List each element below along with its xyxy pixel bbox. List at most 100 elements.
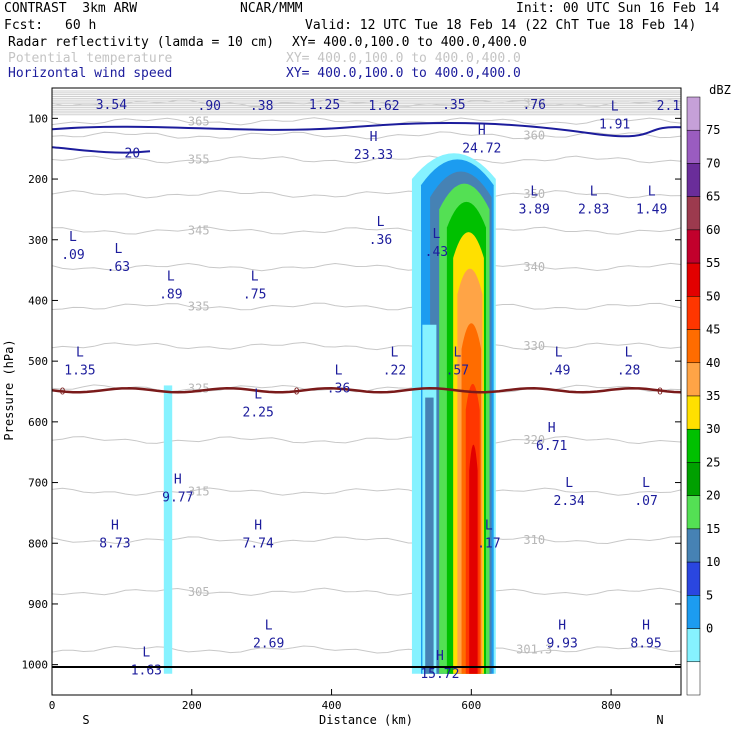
wind-extremum-value: 1.63 — [131, 664, 162, 679]
wind-extremum-marker: L — [485, 518, 493, 533]
theta-contour — [52, 341, 681, 351]
wind-extremum-value: 2.83 — [578, 202, 609, 217]
colorbar-label: 50 — [706, 289, 720, 303]
colorbar-swatch — [686, 129, 701, 164]
wind-extremum-value: 8.73 — [99, 536, 130, 551]
wind-extremum-marker: L — [335, 363, 343, 378]
wind-extremum: L .63 — [107, 242, 130, 275]
wind-extremum-value: 7.74 — [243, 536, 274, 551]
wind-extremum: L 3.89 — [519, 184, 550, 217]
colorbar-swatch — [686, 561, 701, 596]
wind-extremum-marker: L — [254, 388, 262, 403]
colorbar-swatch — [686, 495, 701, 530]
colorbar-label: 40 — [706, 356, 720, 370]
wind-extremum: L .43 — [425, 227, 448, 260]
wind-extremum-value: 24.72 — [462, 142, 501, 157]
wind-extremum-value: .09 — [61, 248, 84, 263]
field-reflectivity-name: Radar reflectivity (lamda = 10 cm) — [8, 35, 275, 50]
wind-extremum: H 8.95 — [630, 618, 661, 651]
wind-contour-label: 20 — [125, 146, 141, 161]
field-reflectivity-xy: XY= 400.0,100.0 to 400.0,400.0 — [292, 35, 527, 50]
colorbar-swatch — [686, 262, 701, 297]
y-tick-label: 700 — [28, 477, 48, 490]
y-tick-label: 300 — [28, 234, 48, 247]
theta-contour-label: 320 — [523, 433, 545, 447]
theta-contour — [52, 536, 681, 545]
theta-contour — [52, 117, 681, 126]
wind-extremum-value: 3.89 — [519, 202, 550, 217]
wind-extremum-value: .43 — [425, 245, 448, 260]
wind-extremum: 3.54 — [96, 98, 127, 113]
x-tick-label: 800 — [601, 699, 621, 712]
theta-contour — [52, 435, 681, 445]
wind-extremum-value: 1.25 — [309, 98, 340, 113]
wind-extremum-marker: H — [174, 473, 182, 488]
wind-extremum-marker: L — [377, 215, 385, 230]
colorbar-swatch — [686, 462, 701, 496]
wind-extremum-value: .63 — [107, 260, 130, 275]
wind-extremum-marker: L — [590, 184, 598, 199]
wind-extremum: .90 — [198, 99, 221, 114]
colorbar-swatch — [686, 628, 701, 663]
colorbar-label: 70 — [706, 156, 720, 170]
wind-extremum-marker: L — [391, 345, 399, 360]
wind-extremum-value: .35 — [442, 98, 465, 113]
wind-contour — [52, 146, 151, 154]
colorbar-label: 75 — [706, 123, 720, 137]
field-theta-xy: XY= 400.0,100.0 to 400.0,400.0 — [286, 51, 521, 66]
wind-extremum: L .75 — [243, 269, 266, 302]
colorbar-swatch — [686, 163, 701, 197]
wind-extremum-value: .07 — [634, 494, 657, 509]
wind-extremum-value: 2.69 — [253, 636, 284, 651]
wind-extremum-value: 3.54 — [96, 98, 127, 113]
wind-extremum: L .28 — [617, 345, 640, 378]
colorbar-swatch — [686, 296, 701, 330]
wind-extremum: L 1.35 — [64, 345, 95, 378]
colorbar-label: 30 — [706, 422, 720, 436]
theta-contour — [52, 226, 681, 235]
colorbar-label: 5 — [706, 588, 713, 602]
y-tick-label: 800 — [28, 537, 48, 550]
wind-extremum-value: .38 — [250, 99, 273, 114]
wind-extremum-marker: H — [370, 130, 378, 145]
wind-extremum-marker: L — [555, 345, 563, 360]
wind-extremum-marker: L — [453, 345, 461, 360]
extrema-labels: 3.54 .90 .38 1.25 1.62 .35 .76 2.1 L 1.91 H 23.33 H 2… — [61, 98, 680, 682]
theta-contour-label: 325 — [188, 381, 210, 395]
y-tick-label: 500 — [28, 355, 48, 368]
wind-extremum-value: 1.49 — [636, 202, 667, 217]
colorbar-label: 60 — [706, 223, 720, 237]
colorbar-label: 20 — [706, 489, 720, 503]
x-end-label-north: N — [656, 713, 663, 727]
wind-extremum: H 7.74 — [243, 518, 274, 551]
wind-extremum-marker: H — [111, 518, 119, 533]
theta-contour-label: 360 — [523, 128, 545, 142]
reflectivity-band — [163, 385, 173, 674]
theta-contour-label: 315 — [188, 485, 210, 499]
wind-extremum-marker: H — [436, 649, 444, 664]
theta-contour-label: 345 — [188, 224, 210, 238]
wind-extremum-marker: H — [254, 518, 262, 533]
colorbar-label: 25 — [706, 455, 720, 469]
theta-contour-label: 335 — [188, 300, 210, 314]
colorbar-swatch — [686, 661, 701, 696]
model-title: CONTRAST 3km ARW — [4, 1, 138, 16]
wind-extremum: L 2.25 — [243, 388, 274, 421]
wind-extremum-marker: L — [611, 99, 619, 114]
wind-extremum-marker: H — [642, 618, 650, 633]
wind-extremum-marker: L — [265, 618, 273, 633]
colorbar-swatch — [686, 428, 701, 463]
wind-extremum-value: 9.93 — [547, 636, 578, 651]
wind-extremum: H 8.73 — [99, 518, 130, 551]
field-wind-xy: XY= 400.0,100.0 to 400.0,400.0 — [286, 66, 521, 81]
wind-extremum-marker: L — [114, 242, 122, 257]
wind-extremum-value: .36 — [327, 381, 350, 396]
wind-extremum: H 23.33 — [354, 130, 393, 163]
reflectivity-band — [469, 444, 478, 674]
colorbar-swatch — [686, 528, 701, 563]
wind-extremum-value: .76 — [522, 98, 545, 113]
wind-extremum: L 1.91 — [599, 99, 630, 132]
colorbar-swatch — [686, 96, 701, 131]
wind-extremum-marker: L — [167, 269, 175, 284]
